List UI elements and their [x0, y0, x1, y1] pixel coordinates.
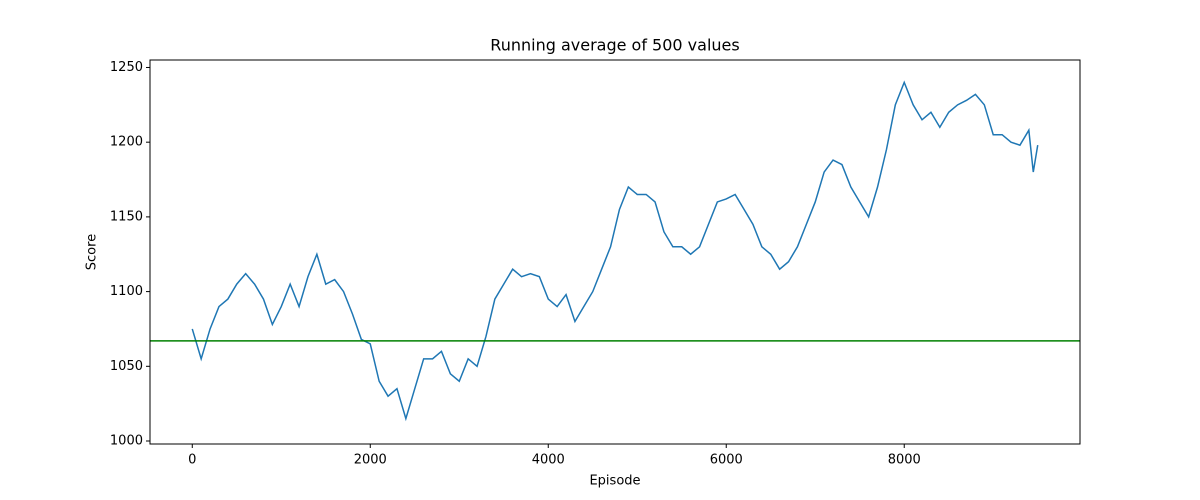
y-tick-label: 1200 [110, 135, 143, 150]
x-tick-label: 2000 [354, 453, 387, 468]
y-tick-label: 1250 [110, 60, 143, 75]
y-tick-label: 1150 [110, 209, 143, 224]
x-tick-label: 6000 [710, 453, 743, 468]
y-axis-label: Score [85, 234, 100, 270]
y-tick-label: 1050 [110, 359, 143, 374]
plot-frame [149, 59, 1081, 445]
y-tick-label: 1000 [110, 434, 143, 449]
data-line [191, 80, 1039, 422]
x-axis-label: Episode [589, 474, 640, 489]
y-tick-label: 1100 [110, 284, 143, 299]
x-tick-label: 4000 [532, 453, 565, 468]
x-tick-label: 0 [188, 453, 196, 468]
chart-title: Running average of 500 values [490, 36, 739, 55]
x-tick-label: 8000 [888, 453, 921, 468]
